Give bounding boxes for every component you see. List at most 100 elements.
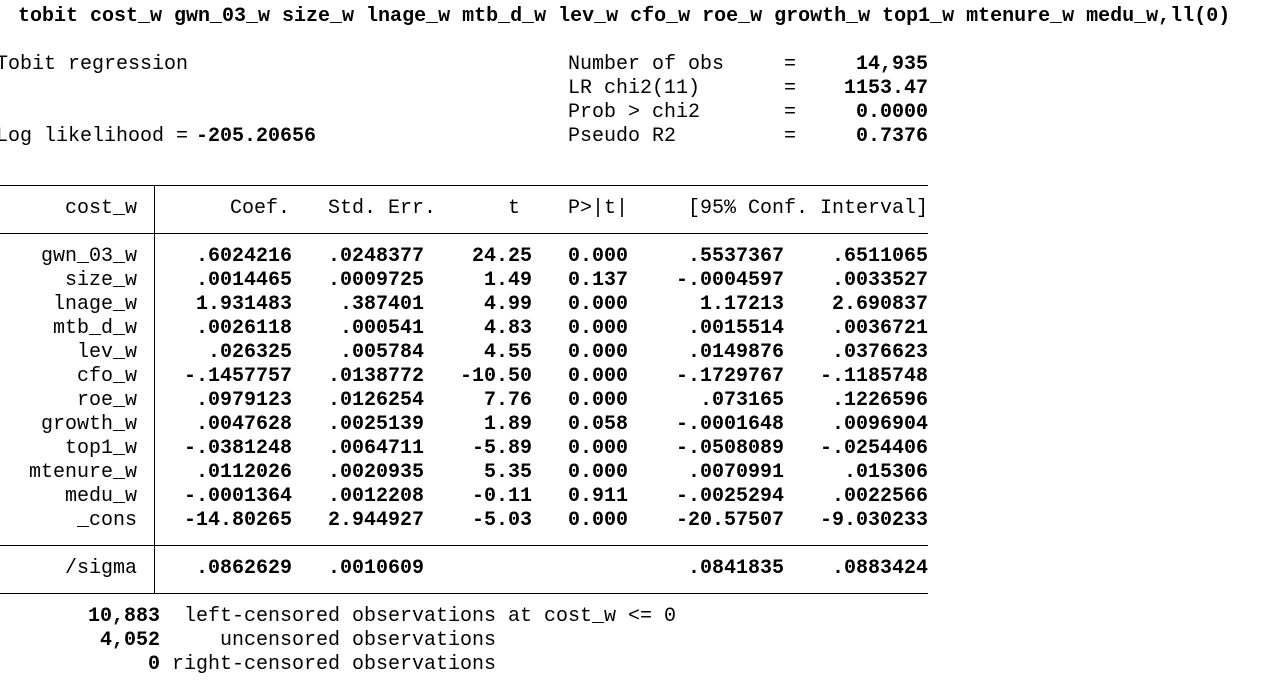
table-cell: 2.944927 — [327, 509, 424, 532]
table-cell: .0883424 — [831, 557, 928, 580]
table-cell: 5.35 — [483, 461, 532, 484]
column-header: Coef. — [229, 197, 290, 220]
stat-equals: = — [784, 77, 797, 100]
table-cell: .0012208 — [327, 485, 424, 508]
row-label: mtb_d_w — [52, 317, 137, 340]
row-label: /sigma — [64, 557, 137, 580]
table-cell: -10.50 — [459, 365, 532, 388]
table-cell: .0036721 — [831, 317, 928, 340]
table-cell: -20.57507 — [675, 509, 784, 532]
rule-line — [0, 185, 928, 186]
table-cell: .0025139 — [327, 413, 424, 436]
stat-equals: = — [784, 101, 797, 124]
table-cell: -.0001364 — [183, 485, 292, 508]
table-cell: .0009725 — [327, 269, 424, 292]
row-label: mtenure_w — [28, 461, 137, 484]
row-label: growth_w — [40, 413, 137, 436]
table-cell: .0070991 — [687, 461, 784, 484]
column-header: P>|t| — [567, 197, 628, 220]
column-header: cost_w — [64, 197, 137, 220]
table-cell: -0.11 — [471, 485, 532, 508]
table-cell: .0064711 — [327, 437, 424, 460]
table-cell: -9.030233 — [819, 509, 928, 532]
rule-line — [154, 185, 155, 593]
rule-line — [0, 233, 928, 234]
table-cell: .026325 — [207, 341, 292, 364]
table-cell: 7.76 — [483, 389, 532, 412]
table-cell: .0149876 — [687, 341, 784, 364]
table-cell: .6511065 — [831, 245, 928, 268]
log-likelihood-label: Log likelihood = — [0, 125, 189, 148]
row-label: _cons — [76, 509, 137, 532]
table-cell: -.1729767 — [675, 365, 784, 388]
table-cell: 0.000 — [567, 293, 628, 316]
table-cell: -.0254406 — [819, 437, 928, 460]
table-cell: 0.137 — [567, 269, 628, 292]
table-cell: 0.058 — [567, 413, 628, 436]
table-cell: 0.000 — [567, 317, 628, 340]
censored-kind: right-censored — [171, 653, 340, 676]
table-cell: 4.83 — [483, 317, 532, 340]
table-cell: .005784 — [339, 341, 424, 364]
table-cell: -5.03 — [471, 509, 532, 532]
rule-line — [0, 545, 928, 546]
table-cell: .0022566 — [831, 485, 928, 508]
table-cell: 1.17213 — [699, 293, 784, 316]
censored-kind: left-censored — [183, 605, 340, 628]
table-cell: .0979123 — [195, 389, 292, 412]
censored-text: observations at cost_w <= 0 — [352, 605, 677, 628]
censored-text: observations — [352, 629, 497, 652]
table-cell: .0014465 — [195, 269, 292, 292]
row-label: gwn_03_w — [40, 245, 137, 268]
table-cell: .0248377 — [327, 245, 424, 268]
table-cell: -.0381248 — [183, 437, 292, 460]
table-cell: -.0004597 — [675, 269, 784, 292]
column-header: t — [507, 197, 520, 220]
column-header: [95% Conf. Interval] — [687, 197, 928, 220]
table-cell: -.1185748 — [819, 365, 928, 388]
row-label: top1_w — [64, 437, 137, 460]
table-cell: .0138772 — [327, 365, 424, 388]
table-cell: .0033527 — [831, 269, 928, 292]
table-cell: -14.80265 — [183, 509, 292, 532]
table-cell: .0020935 — [327, 461, 424, 484]
table-cell: 0.911 — [567, 485, 628, 508]
stat-equals: = — [784, 53, 797, 76]
table-cell: .0047628 — [195, 413, 292, 436]
table-cell: .387401 — [339, 293, 424, 316]
table-cell: .0126254 — [327, 389, 424, 412]
table-cell: 4.55 — [483, 341, 532, 364]
table-cell: 0.000 — [567, 341, 628, 364]
row-label: lev_w — [76, 341, 137, 364]
table-cell: .0862629 — [195, 557, 292, 580]
censored-kind: uncensored — [219, 629, 340, 652]
table-cell: .0841835 — [687, 557, 784, 580]
command-line: tobit cost_w gwn_03_w size_w lnage_w mtb… — [18, 5, 1231, 28]
table-cell: .0096904 — [831, 413, 928, 436]
log-likelihood-value: -205.20656 — [196, 125, 317, 148]
stat-label: Number of obs — [568, 53, 725, 76]
table-cell: 0.000 — [567, 389, 628, 412]
table-cell: .0112026 — [195, 461, 292, 484]
table-cell: .0010609 — [327, 557, 424, 580]
stat-equals: = — [784, 125, 797, 148]
table-cell: 0.000 — [567, 365, 628, 388]
table-cell: 24.25 — [471, 245, 532, 268]
table-cell: .0015514 — [687, 317, 784, 340]
censored-count: 0 — [147, 653, 160, 676]
table-cell: .0376623 — [831, 341, 928, 364]
censored-count: 4,052 — [99, 629, 160, 652]
table-cell: 1.89 — [483, 413, 532, 436]
stat-value: 0.7376 — [855, 125, 928, 148]
stat-label: LR chi2(11) — [568, 77, 701, 100]
table-cell: -.1457757 — [183, 365, 292, 388]
table-cell: 1.931483 — [195, 293, 292, 316]
row-label: size_w — [64, 269, 137, 292]
column-header: Std. Err. — [327, 197, 436, 220]
table-cell: 1.49 — [483, 269, 532, 292]
table-cell: -.0001648 — [675, 413, 784, 436]
table-cell: -5.89 — [471, 437, 532, 460]
censored-count: 10,883 — [87, 605, 160, 628]
row-label: roe_w — [76, 389, 137, 412]
table-cell: -.0508089 — [675, 437, 784, 460]
